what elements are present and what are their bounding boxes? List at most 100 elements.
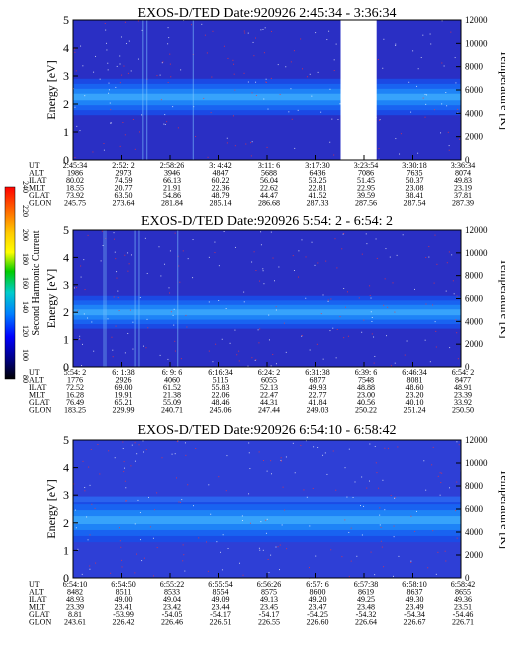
- noise-dot: [83, 313, 85, 315]
- ephemeris-cell: 245.75: [64, 199, 86, 208]
- noise-dot: [279, 93, 281, 95]
- noise-dot: [207, 570, 209, 572]
- noise-dot: [379, 524, 381, 526]
- noise-dot: [317, 262, 319, 264]
- ephemeris-cell: 63.50: [115, 191, 133, 200]
- noise-dot: [383, 566, 385, 568]
- noise-dot: [238, 360, 240, 362]
- noise-dot: [120, 546, 122, 548]
- noise-dot: [178, 265, 180, 267]
- noise-dot: [309, 349, 311, 351]
- ephemeris-cell: 54.86: [163, 191, 181, 200]
- ephemeris-cell: 8081: [407, 376, 423, 385]
- noise-dot: [255, 359, 257, 361]
- noise-dot: [179, 501, 181, 503]
- noise-dot: [266, 146, 268, 148]
- noise-dot: [270, 473, 272, 475]
- noise-dot: [124, 480, 126, 482]
- noise-dot: [378, 148, 380, 150]
- noise-dot: [457, 112, 459, 114]
- noise-dot: [124, 21, 126, 23]
- noise-dot: [348, 576, 350, 578]
- noise-dot: [259, 549, 261, 551]
- noise-dot: [168, 287, 170, 289]
- noise-dot: [301, 239, 303, 241]
- temperature-tick-label: 12000: [465, 15, 488, 25]
- ephemeris-cell: 5:54: 2: [64, 368, 86, 377]
- energy-tick-label: 3: [63, 69, 69, 83]
- noise-dot: [80, 276, 82, 278]
- noise-dot: [80, 45, 82, 47]
- noise-dot: [184, 442, 186, 444]
- noise-dot: [121, 566, 123, 568]
- temperature-tick-label: 8000: [465, 271, 484, 281]
- noise-dot: [153, 575, 155, 577]
- noise-dot: [290, 61, 292, 63]
- noise-dot: [119, 145, 121, 147]
- ephemeris-cell: 33.92: [454, 398, 472, 407]
- noise-dot: [208, 350, 210, 352]
- noise-dot: [234, 145, 236, 147]
- energy-axis-label: Energy [eV]: [44, 479, 58, 538]
- noise-dot: [180, 69, 182, 71]
- noise-dot: [147, 327, 149, 329]
- noise-dot: [248, 493, 250, 495]
- temperature-tick-label: 8000: [465, 481, 484, 491]
- noise-dot: [116, 277, 118, 279]
- noise-dot: [422, 97, 424, 99]
- noise-dot: [315, 555, 317, 557]
- noise-dot: [305, 256, 307, 258]
- ephemeris-row-label: ILAT: [29, 383, 46, 392]
- noise-dot: [361, 476, 363, 478]
- ephemeris-cell: 23.19: [454, 184, 472, 193]
- noise-dot: [128, 263, 130, 265]
- energy-tick-label: 2: [63, 305, 69, 319]
- noise-dot: [320, 313, 322, 315]
- noise-dot: [141, 29, 143, 31]
- noise-dot: [397, 446, 399, 448]
- noise-dot: [346, 496, 348, 498]
- ephemeris-cell: 52.13: [260, 383, 278, 392]
- noise-dot: [370, 551, 372, 553]
- noise-dot: [148, 496, 150, 498]
- ephemeris-cell: 80.02: [66, 176, 84, 185]
- noise-dot: [326, 473, 328, 475]
- noise-dot: [227, 57, 229, 59]
- noise-dot: [80, 265, 82, 267]
- noise-dot: [166, 121, 168, 123]
- noise-dot: [136, 553, 138, 555]
- ephemeris-cell: 250.22: [355, 406, 377, 415]
- noise-dot: [326, 39, 328, 41]
- noise-dot: [270, 460, 272, 462]
- energy-axis-label: Energy [eV]: [44, 269, 58, 328]
- noise-dot: [103, 143, 105, 145]
- noise-dot: [138, 444, 140, 446]
- ephemeris-cell: 49.00: [115, 595, 133, 604]
- ephemeris-cell: 243.61: [64, 618, 86, 627]
- colorbar-tick-label: 200: [21, 229, 30, 241]
- noise-dot: [374, 445, 376, 447]
- ephemeris-cell: 8554: [213, 588, 229, 597]
- noise-dot: [278, 266, 280, 268]
- temperature-tick-label: 2000: [465, 550, 484, 560]
- noise-dot: [81, 343, 83, 345]
- noise-dot: [100, 260, 102, 262]
- noise-dot: [124, 352, 126, 354]
- temperature-tick-label: 12000: [465, 435, 488, 445]
- noise-dot: [416, 85, 418, 87]
- noise-dot: [365, 233, 367, 235]
- noise-dot: [121, 559, 123, 561]
- ephemeris-cell: 19.91: [115, 391, 133, 400]
- noise-dot: [281, 524, 283, 526]
- energy-axis-label: Energy [eV]: [44, 60, 58, 119]
- noise-dot: [119, 82, 121, 84]
- noise-dot: [445, 560, 447, 562]
- noise-dot: [270, 554, 272, 556]
- ephemeris-cell: 3:30:18: [402, 161, 426, 170]
- noise-dot: [330, 549, 332, 551]
- noise-dot: [309, 567, 311, 569]
- noise-dot: [440, 482, 442, 484]
- noise-dot: [441, 62, 443, 64]
- noise-dot: [300, 38, 302, 40]
- noise-dot: [314, 264, 316, 266]
